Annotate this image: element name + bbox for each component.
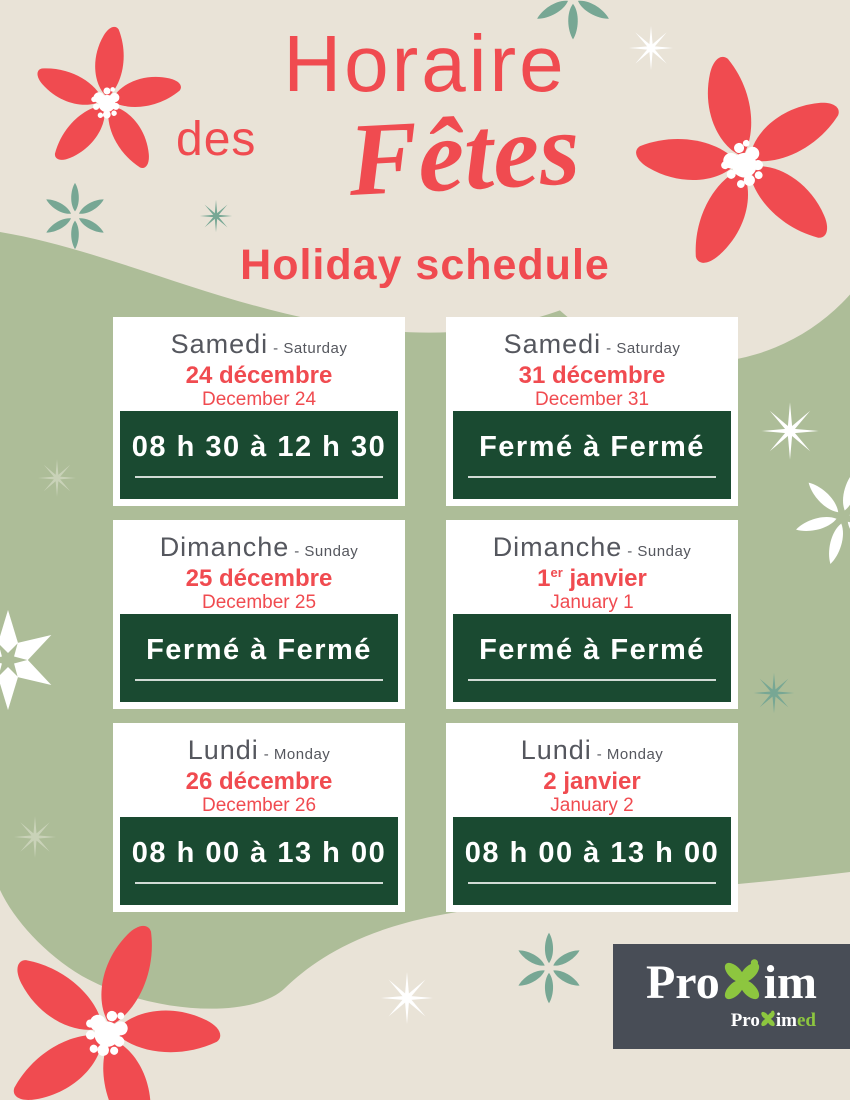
card-date-fr: 1er janvier (537, 564, 647, 592)
schedule-card-dec25: Dimanche - Sunday 25 décembre December 25… (113, 520, 405, 709)
schedule-card-jan2: Lundi - Monday 2 janvier January 2 08 h 0… (446, 723, 738, 912)
day-en: - Saturday (606, 340, 681, 357)
card-header: Lundi - Monday 2 janvier January 2 (446, 723, 738, 817)
card-date-en: December 31 (534, 389, 650, 411)
title-des: des (176, 113, 257, 166)
card-date-fr: 2 janvier (543, 767, 641, 795)
day-fr: Lundi (520, 735, 592, 765)
hours-panel: 08 h 00 à 13 h 00 (120, 817, 398, 905)
card-day-line: Samedi - Saturday (113, 329, 405, 360)
day-en: - Sunday (294, 543, 359, 560)
day-en: - Sunday (627, 543, 692, 560)
card-date-fr: 24 décembre (185, 361, 333, 389)
card-date-en: December 25 (201, 592, 317, 614)
card-date-fr: 25 décembre (185, 564, 333, 592)
hours-panel: 08 h 00 à 13 h 00 (453, 817, 731, 905)
leaf-x-icon (761, 1010, 775, 1027)
leaf-x-icon (724, 959, 759, 1000)
card-header: Dimanche - Sunday 25 décembre December 25 (113, 520, 405, 614)
day-en: - Monday (596, 746, 664, 763)
sub-logo-ed: ed (797, 1009, 816, 1031)
hours-underline (135, 881, 383, 884)
card-day-line: Lundi - Monday (446, 735, 738, 766)
card-date-fr: 31 décembre (518, 361, 666, 389)
card-date-en: January 2 (550, 795, 634, 817)
hours-panel: 08 h 30 à 12 h 30 (120, 411, 398, 499)
card-day-line: Lundi - Monday (113, 735, 405, 766)
day-en: - Saturday (273, 340, 348, 357)
card-date-en: December 26 (201, 795, 317, 817)
hours-text: 08 h 30 à 12 h 30 (131, 430, 387, 463)
schedule-card-jan1: Dimanche - Sunday 1er janvier January 1 F… (446, 520, 738, 709)
hours-text: 08 h 00 à 13 h 00 (131, 836, 387, 869)
schedule-card-dec26: Lundi - Monday 26 décembre December 26 08… (113, 723, 405, 912)
hours-text: 08 h 00 à 13 h 00 (464, 836, 720, 869)
schedule-card-dec31: Samedi - Saturday 31 décembre December 31… (446, 317, 738, 506)
sub-logo-im: im (775, 1009, 797, 1031)
card-date-en: December 24 (201, 389, 317, 411)
sub-logo-pro: Pro (730, 1009, 760, 1031)
card-date-fr: 26 décembre (185, 767, 333, 795)
card-day-line: Samedi - Saturday (446, 329, 738, 360)
card-header: Lundi - Monday 26 décembre December 26 (113, 723, 405, 817)
title-fetes-script: Fêtes (345, 91, 583, 218)
day-fr: Samedi (170, 329, 269, 359)
hours-text: Fermé à Fermé (146, 633, 372, 666)
card-day-line: Dimanche - Sunday (446, 532, 738, 563)
title-holiday-schedule: Holiday schedule (240, 241, 610, 289)
hours-underline (468, 881, 716, 884)
proxim-logo-box: Pro im Pro (613, 944, 850, 1049)
card-header: Samedi - Saturday 24 décembre December 24 (113, 317, 405, 411)
hours-panel: Fermé à Fermé (453, 614, 731, 702)
hours-underline (135, 475, 383, 478)
hours-text: Fermé à Fermé (479, 430, 705, 463)
hours-underline (468, 475, 716, 478)
hours-panel: Fermé à Fermé (453, 411, 731, 499)
day-fr: Dimanche (159, 532, 290, 562)
card-date-en: January 1 (550, 592, 634, 614)
proximed-wordmark: Pro im ed (613, 1010, 850, 1030)
logo-pro: Pro (645, 956, 720, 1009)
day-en: - Monday (263, 746, 331, 763)
schedule-card-dec24: Samedi - Saturday 24 décembre December 24… (113, 317, 405, 506)
beige-blob-shape (492, 0, 850, 363)
title-horaire: Horaire (283, 19, 567, 108)
card-header: Samedi - Saturday 31 décembre December 31 (446, 317, 738, 411)
card-day-line: Dimanche - Sunday (113, 532, 405, 563)
hours-underline (468, 678, 716, 681)
hours-text: Fermé à Fermé (479, 633, 705, 666)
day-fr: Dimanche (492, 532, 623, 562)
day-fr: Samedi (503, 329, 602, 359)
proxim-wordmark: Pro im (613, 957, 850, 1009)
card-header: Dimanche - Sunday 1er janvier January 1 (446, 520, 738, 614)
hours-underline (135, 678, 383, 681)
logo-im: im (763, 956, 818, 1009)
day-fr: Lundi (187, 735, 259, 765)
hours-panel: Fermé à Fermé (120, 614, 398, 702)
